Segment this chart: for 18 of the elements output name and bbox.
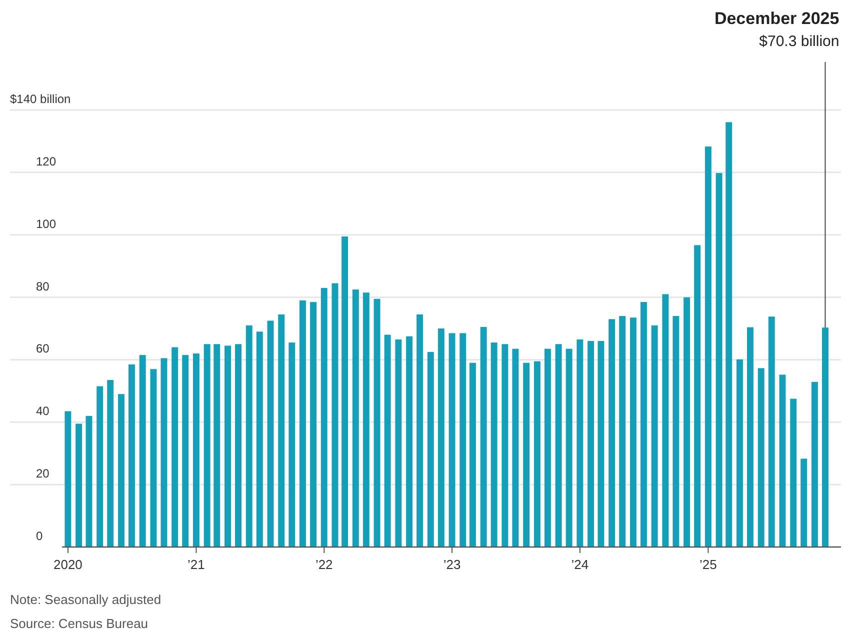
annotation: $70.3 billion xyxy=(759,33,840,50)
text: Note: Seasonally adjusted xyxy=(10,592,162,607)
x-tick-label: ’24 xyxy=(571,557,589,572)
y-tick-label: 60 xyxy=(36,342,50,356)
x-tick-label: ’23 xyxy=(443,557,461,572)
y-tick-label: 0 xyxy=(36,529,43,543)
x-tick-label: ’25 xyxy=(700,557,717,572)
y-tick-label: 40 xyxy=(36,404,50,418)
x-tick-label: ’22 xyxy=(315,557,333,572)
x-tick-label: 2020 xyxy=(53,557,82,572)
y-tick-label: $140 billion xyxy=(10,92,71,106)
y-tick-label: 20 xyxy=(36,466,50,481)
source-note: Source: Census Bureau xyxy=(10,616,148,631)
y-tick-label: 120 xyxy=(36,154,56,168)
text: December 2025 xyxy=(714,9,840,28)
x-tick-label: ’21 xyxy=(188,557,205,572)
y-tick-label: 100 xyxy=(36,216,56,231)
y-tick-label: 80 xyxy=(36,279,50,294)
